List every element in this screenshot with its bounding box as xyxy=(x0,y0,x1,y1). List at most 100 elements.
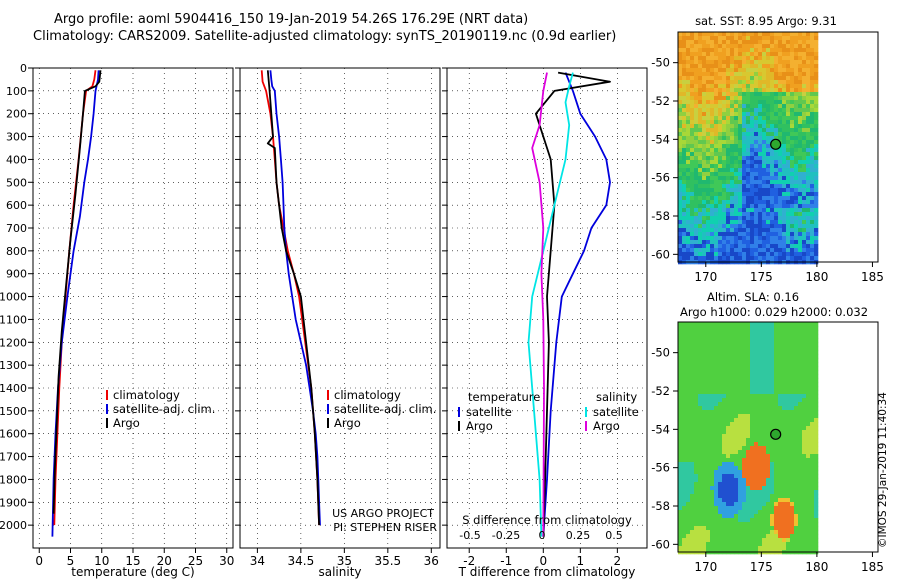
map-cell xyxy=(682,430,687,435)
map-cell xyxy=(722,358,727,363)
map-cell xyxy=(702,60,707,65)
map-cell xyxy=(810,502,815,507)
map-cell xyxy=(690,446,695,451)
map-cell xyxy=(790,248,795,253)
map-cell xyxy=(742,350,747,355)
map-cell xyxy=(678,446,683,451)
map-cell xyxy=(726,48,731,53)
map-cell xyxy=(806,256,811,261)
map-cell xyxy=(678,84,683,89)
map-cell xyxy=(718,542,723,547)
map-cell xyxy=(802,546,807,551)
map-cell xyxy=(722,224,727,229)
map-cell xyxy=(798,152,803,157)
map-cell xyxy=(794,494,799,499)
map-cell xyxy=(766,152,771,157)
map-cell xyxy=(814,362,819,367)
map-cell xyxy=(802,422,807,427)
map-cell xyxy=(778,196,783,201)
map-cell xyxy=(790,164,795,169)
map-cell xyxy=(738,326,743,331)
map-cell xyxy=(786,374,791,379)
map-cell xyxy=(802,382,807,387)
map-cell xyxy=(786,60,791,65)
map-cell xyxy=(706,526,711,531)
map-cell xyxy=(762,406,767,411)
map-cell xyxy=(762,148,767,153)
map-cell xyxy=(734,228,739,233)
map-cell xyxy=(766,462,771,467)
map-cell xyxy=(718,346,723,351)
map-cell xyxy=(766,350,771,355)
map-cell xyxy=(706,546,711,551)
map-cell xyxy=(750,52,755,57)
map-cell xyxy=(710,76,715,81)
map-cell xyxy=(806,32,811,37)
map-cell xyxy=(798,144,803,149)
map-cell xyxy=(678,240,683,245)
map-cell xyxy=(690,236,695,241)
map-cell xyxy=(802,84,807,89)
map-cell xyxy=(738,382,743,387)
map-cell xyxy=(770,546,775,551)
map-cell xyxy=(718,470,723,475)
map-cell xyxy=(686,482,691,487)
map-cell xyxy=(750,474,755,479)
map-cell xyxy=(778,326,783,331)
map-cell xyxy=(778,76,783,81)
map-cell xyxy=(694,462,699,467)
map-cell xyxy=(698,140,703,145)
map-cell xyxy=(790,522,795,527)
map-cell xyxy=(726,188,731,193)
map-cell xyxy=(770,482,775,487)
map-cell xyxy=(754,92,759,97)
y-tick-label: 500 xyxy=(6,176,27,189)
map-cell xyxy=(702,252,707,257)
map-cell xyxy=(698,434,703,439)
map-cell xyxy=(686,438,691,443)
map-cell xyxy=(734,204,739,209)
map-cell xyxy=(686,168,691,173)
map-cell xyxy=(726,334,731,339)
map-cell xyxy=(762,354,767,359)
map-cell xyxy=(710,80,715,85)
map-cell xyxy=(794,338,799,343)
map-cell xyxy=(762,494,767,499)
y-tick-label: -52 xyxy=(651,94,670,108)
map-cell xyxy=(718,518,723,523)
map-cell xyxy=(710,358,715,363)
map-cell xyxy=(806,422,811,427)
map-cell xyxy=(790,406,795,411)
map-cell xyxy=(726,144,731,149)
map-cell xyxy=(786,454,791,459)
map-cell xyxy=(794,498,799,503)
map-cell xyxy=(762,522,767,527)
map-cell xyxy=(746,36,751,41)
x-tick-label: -2 xyxy=(463,554,475,568)
map-cell xyxy=(790,466,795,471)
map-cell xyxy=(770,350,775,355)
map-cell xyxy=(790,104,795,109)
map-cell xyxy=(698,470,703,475)
map-cell xyxy=(738,128,743,133)
map-cell xyxy=(794,406,799,411)
map-cell xyxy=(746,196,751,201)
map-cell xyxy=(710,108,715,113)
map-cell xyxy=(786,450,791,455)
map-cell xyxy=(750,172,755,177)
map-cell xyxy=(754,474,759,479)
map-cell xyxy=(802,338,807,343)
map-cell xyxy=(770,220,775,225)
map-cell xyxy=(702,490,707,495)
map-cell xyxy=(774,422,779,427)
map-cell xyxy=(802,184,807,189)
map-cell xyxy=(718,108,723,113)
map-cell xyxy=(798,256,803,261)
map-cell xyxy=(754,434,759,439)
map-cell xyxy=(786,346,791,351)
map-cell xyxy=(690,490,695,495)
map-cell xyxy=(762,180,767,185)
map-cell xyxy=(678,88,683,93)
map-cell xyxy=(682,176,687,181)
map-cell xyxy=(682,378,687,383)
